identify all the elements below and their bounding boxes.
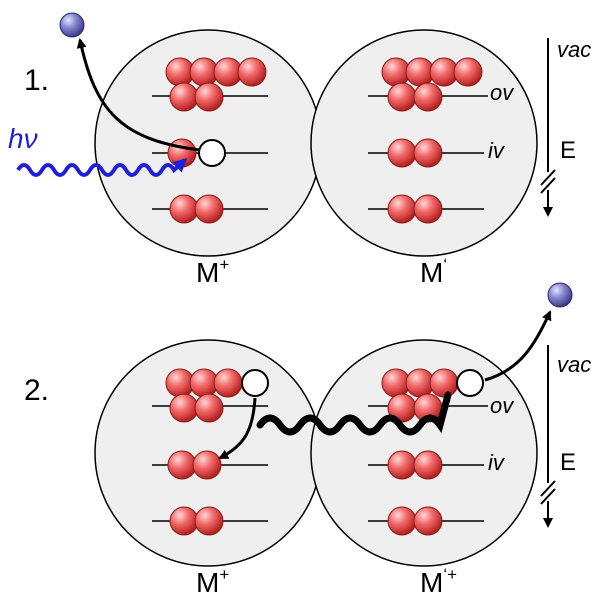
hole-outer-left-2 (241, 369, 269, 397)
photon-label: hν (8, 123, 38, 154)
emitted-electron-2 (547, 282, 573, 308)
panel-2: 2. (24, 282, 591, 598)
electrons-right-1 (381, 57, 483, 224)
energy-axis-2: vac E (540, 345, 591, 528)
atom-right-2-label: M‘+ (420, 565, 457, 598)
ov-label-1: ov (490, 80, 515, 105)
atom-right-1-label: M‘ (420, 255, 447, 288)
energy-label-2: E (560, 449, 576, 476)
vac-label-2: vac (557, 352, 591, 377)
iv-label-2: iv (488, 450, 506, 475)
electrons-right-2 (381, 368, 459, 536)
atom-left-2-label: M+ (196, 565, 229, 598)
energy-transfer-wave (256, 391, 452, 436)
vac-label-1: vac (557, 37, 591, 62)
ov-label-2: ov (490, 393, 515, 418)
iv-label-1: iv (488, 138, 506, 163)
energy-label-1: E (560, 137, 576, 164)
emission-arrow-1 (76, 38, 201, 152)
energy-axis-1: vac E (540, 37, 591, 217)
electrons-left-2 (165, 368, 243, 536)
step-2-label: 2. (24, 374, 49, 407)
emission-arrow-2 (484, 310, 552, 382)
atom-left-1-label: M+ (196, 255, 229, 288)
step-1-label: 1. (24, 64, 49, 97)
hole-inner-1 (198, 139, 226, 167)
photon-wave (16, 157, 188, 177)
hole-outer-right-2 (456, 369, 484, 397)
panel-1: 1. hν (8, 12, 591, 288)
emitted-electron-1 (59, 12, 85, 38)
decay-arrow-2 (218, 397, 257, 460)
